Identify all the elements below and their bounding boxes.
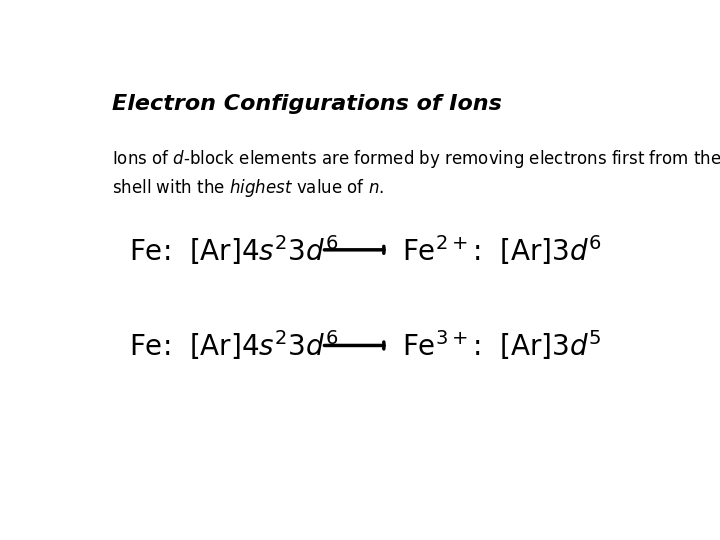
Text: shell with the $\mathit{highest}$ value of $\mathit{n}$.: shell with the $\mathit{highest}$ value …	[112, 177, 384, 199]
Text: Electron Configurations of Ions: Electron Configurations of Ions	[112, 94, 502, 114]
Text: Fe$^{2+}$:  $\mathrm{[Ar]3}d^6$: Fe$^{2+}$: $\mathrm{[Ar]3}d^6$	[402, 233, 603, 267]
Text: Fe$^{3+}$:  $\mathrm{[Ar]3}d^5$: Fe$^{3+}$: $\mathrm{[Ar]3}d^5$	[402, 328, 602, 362]
Text: Ions of $\mathit{d}$-block elements are formed by removing electrons first from : Ions of $\mathit{d}$-block elements are …	[112, 148, 720, 170]
Text: Fe:  $\mathrm{[Ar]4}s^2\mathrm{3}d^6$: Fe: $\mathrm{[Ar]4}s^2\mathrm{3}d^6$	[129, 328, 338, 362]
Text: Fe:  $\mathrm{[Ar]4}s^2\mathrm{3}d^6$: Fe: $\mathrm{[Ar]4}s^2\mathrm{3}d^6$	[129, 233, 338, 267]
